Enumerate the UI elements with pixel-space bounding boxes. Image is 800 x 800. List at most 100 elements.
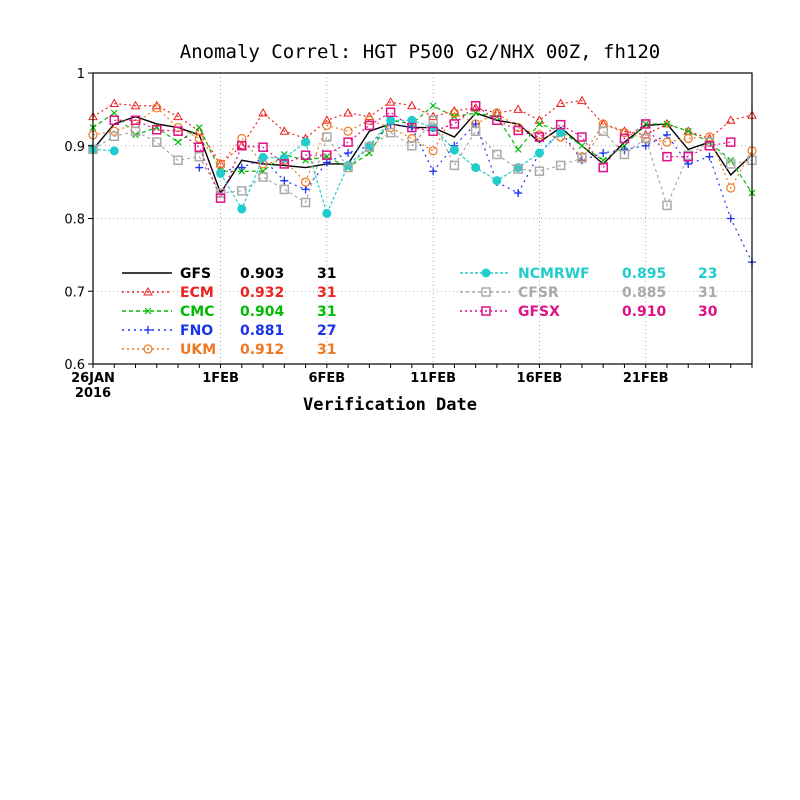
point-marker-dot bbox=[471, 163, 481, 173]
legend-count: 23 bbox=[698, 266, 717, 282]
point-marker-dot bbox=[258, 152, 268, 162]
point-marker-circle bbox=[300, 177, 311, 187]
y-tick-label: 0.8 bbox=[64, 213, 85, 228]
chart-title: Anomaly Correl: HGT P500 G2/NHX 00Z, fh1… bbox=[180, 41, 660, 63]
point-marker-dot bbox=[301, 137, 311, 147]
point-marker-square bbox=[173, 126, 183, 136]
legend-item-ncmrwf: NCMRWF 0.895 23 bbox=[460, 266, 717, 282]
point-marker-x bbox=[663, 120, 671, 128]
point-marker-x bbox=[110, 109, 118, 117]
legend-item-cfsr: CFSR 0.885 31 bbox=[460, 285, 717, 301]
point-marker-circle bbox=[322, 120, 332, 130]
legend-item-ecm: ECM 0.932 31 bbox=[122, 285, 336, 301]
legend-count: 31 bbox=[317, 304, 336, 320]
point-marker-square bbox=[258, 142, 268, 152]
point-marker-x bbox=[472, 109, 480, 117]
point-marker-x bbox=[599, 156, 607, 164]
point-marker-plus bbox=[237, 163, 246, 172]
point-marker-triangle bbox=[343, 108, 353, 117]
y-axis-ticks: 0.6 0.7 0.8 0.9 1 bbox=[64, 67, 93, 373]
series-gfsx bbox=[109, 100, 736, 203]
point-marker-circle bbox=[343, 126, 353, 136]
point-marker-square bbox=[130, 126, 141, 136]
point-marker-square bbox=[725, 159, 736, 169]
point-marker-square bbox=[364, 142, 375, 152]
point-marker-plus bbox=[662, 130, 671, 139]
point-marker-triangle bbox=[151, 100, 162, 110]
legend-name: GFS bbox=[180, 266, 211, 282]
point-marker-triangle bbox=[258, 108, 268, 117]
point-marker-triangle bbox=[109, 98, 120, 108]
point-marker-circle bbox=[726, 183, 736, 193]
point-marker-x bbox=[195, 124, 203, 131]
point-marker-plus bbox=[726, 214, 735, 223]
point-marker-square bbox=[322, 132, 332, 142]
legend-name: CFSR bbox=[518, 285, 559, 301]
legend-mean: 0.912 bbox=[240, 342, 284, 358]
point-marker-square bbox=[407, 122, 417, 133]
point-marker-plus bbox=[514, 189, 523, 198]
point-marker-square bbox=[470, 100, 481, 111]
point-marker-circle bbox=[428, 146, 438, 156]
point-marker-square bbox=[300, 150, 311, 160]
point-marker-triangle bbox=[725, 115, 736, 124]
legend-name: ECM bbox=[180, 285, 214, 301]
point-marker-dot bbox=[492, 176, 502, 186]
point-marker-square bbox=[555, 160, 566, 171]
point-marker-dot bbox=[279, 153, 289, 163]
legend-count: 31 bbox=[317, 342, 336, 358]
legend: GFS 0.903 31 ECM 0.932 31 CMC 0.904 31 FNO 0.881 27… bbox=[122, 266, 718, 358]
legend-item-fno: FNO 0.881 27 bbox=[122, 323, 336, 339]
point-marker-triangle bbox=[130, 100, 141, 110]
point-marker-square bbox=[555, 119, 566, 130]
point-marker-square bbox=[619, 149, 630, 160]
legend-item-gfsx: GFSX 0.910 30 bbox=[460, 304, 718, 320]
legend-count: 31 bbox=[317, 285, 336, 301]
point-marker-square bbox=[534, 132, 545, 142]
point-marker-square bbox=[215, 193, 226, 203]
point-marker-square bbox=[279, 159, 290, 169]
point-marker-square bbox=[258, 172, 268, 182]
point-marker-square bbox=[640, 133, 651, 144]
point-marker-circle bbox=[215, 159, 226, 169]
point-marker-triangle bbox=[385, 97, 396, 106]
point-marker-dot bbox=[322, 208, 332, 218]
point-marker-triangle bbox=[143, 286, 153, 296]
point-marker-triangle bbox=[215, 158, 226, 168]
point-marker-square bbox=[279, 184, 290, 195]
point-marker-square bbox=[343, 137, 353, 147]
legend-name: NCMRWF bbox=[518, 266, 590, 282]
point-marker-circle bbox=[143, 344, 153, 354]
point-marker-x bbox=[144, 307, 152, 315]
point-marker-x bbox=[429, 102, 437, 110]
point-marker-square bbox=[364, 120, 375, 131]
legend-mean: 0.885 bbox=[622, 285, 666, 301]
point-marker-dot bbox=[481, 268, 491, 278]
point-marker-plus bbox=[429, 167, 438, 176]
point-marker-circle bbox=[364, 115, 374, 125]
point-marker-square bbox=[598, 162, 608, 173]
legend-item-gfs: GFS 0.903 31 bbox=[122, 266, 336, 282]
point-marker-x bbox=[535, 120, 543, 128]
point-marker-square bbox=[407, 141, 417, 151]
point-marker-x bbox=[578, 142, 586, 150]
point-marker-triangle bbox=[279, 126, 290, 135]
point-marker-square bbox=[704, 141, 715, 151]
point-marker-plus bbox=[301, 185, 310, 194]
point-marker-square bbox=[725, 137, 736, 147]
legend-count: 30 bbox=[698, 304, 718, 320]
point-marker-square bbox=[385, 127, 396, 138]
legend-name: CMC bbox=[180, 304, 214, 320]
point-marker-square bbox=[428, 115, 438, 126]
point-marker-x bbox=[174, 138, 182, 146]
point-marker-triangle bbox=[513, 104, 524, 113]
point-marker-square bbox=[492, 115, 502, 126]
series-layer bbox=[88, 95, 757, 267]
point-marker-x bbox=[302, 156, 310, 164]
point-marker-triangle bbox=[470, 102, 481, 112]
point-marker-triangle bbox=[236, 140, 247, 150]
point-marker-plus bbox=[280, 176, 289, 185]
x-tick-label: 11FEB bbox=[410, 371, 456, 386]
point-marker-square bbox=[577, 132, 587, 142]
